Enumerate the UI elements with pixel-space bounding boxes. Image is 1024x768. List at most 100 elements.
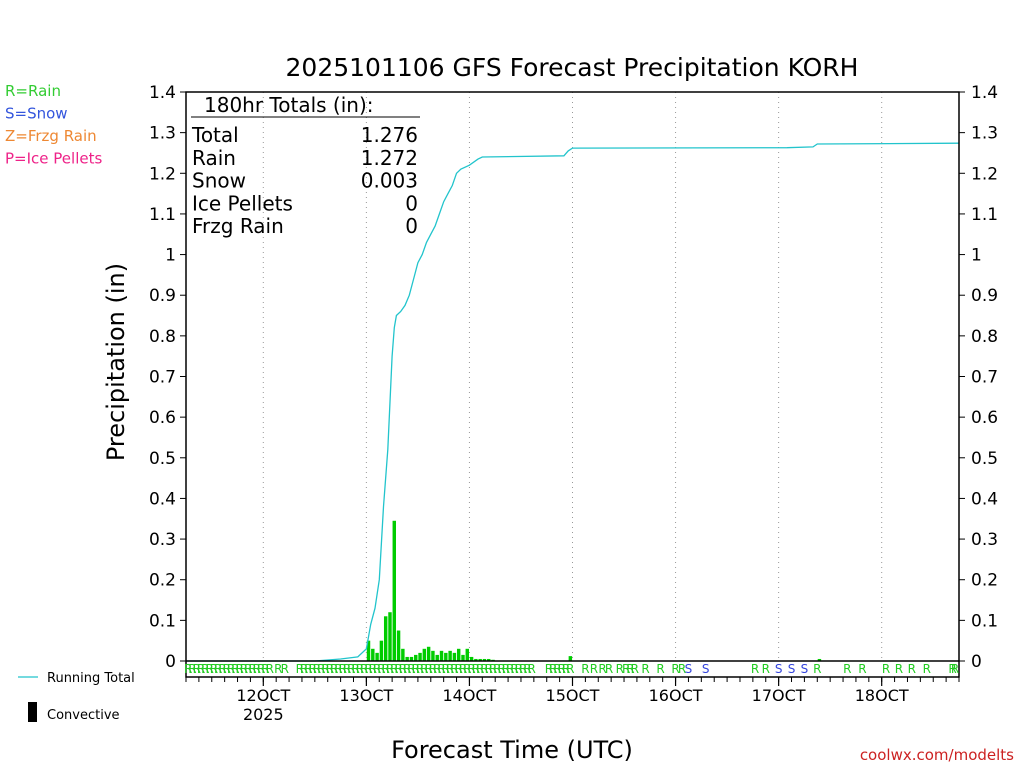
precip-bar-13 [422,648,427,661]
precip-type-93: R [671,662,679,676]
precip-bar-5 [388,612,392,661]
precip-type-71: R [506,662,514,676]
precip-type-79: R [553,662,561,676]
precip-type-95: S [685,662,693,676]
y-tick-label-right-3: 0.3 [971,530,998,550]
precip-bars [366,520,822,661]
precip-type-86: R [605,662,613,676]
precip-bar-2 [375,652,379,661]
precip-type-12: R [236,662,244,676]
precip-type-2: R [193,662,201,676]
y-tick-label-right-6: 0.6 [971,408,998,428]
precip-bar-23 [465,648,470,661]
precip-type-75: R [523,662,531,676]
precip-type-49: R [412,662,420,676]
x-axis-label: Forecast Time (UTC) [391,736,633,764]
precip-type-8: R [218,662,226,676]
precip-type-92: R [656,662,664,676]
totals-value-1: 1.272 [361,146,418,170]
y-tick-label-right-0: 0 [971,652,982,672]
precip-type-56: R [442,662,450,676]
y-tick-label-left-1: 0.1 [149,611,176,631]
precip-type-97: R [751,662,759,676]
precip-type-45: R [394,662,402,676]
y-tick-label-left-14: 1.4 [149,83,176,103]
precip-type-13: R [240,662,248,676]
precip-type-73: R [515,662,523,676]
running-total-line-group [186,142,960,662]
precip-type-106: R [895,662,903,676]
precip-type-90: R [631,662,639,676]
precip-type-38: R [364,662,372,676]
precip-type-0: R [184,662,192,676]
precip-type-20: R [274,662,282,676]
precip-type-31: R [334,662,342,676]
precip-type-100: S [788,662,796,676]
precip-type-28: R [321,662,329,676]
precip-type-18: R [261,662,269,676]
totals-label-2: Snow [192,169,246,193]
precip-type-37: R [360,662,368,676]
precip-type-76: R [528,662,536,676]
precip-type-60: R [459,662,467,676]
precip-bar-16 [435,654,439,661]
y-tick-label-right-5: 0.5 [971,449,998,469]
precip-bar-24 [469,656,474,661]
precip-type-10: R [227,662,235,676]
precip-type-16: R [253,662,261,676]
precip-type-33: R [343,662,351,676]
precip-type-30: R [330,662,338,676]
totals-label-4: Frzg Rain [192,214,284,238]
totals-label-3: Ice Pellets [192,191,293,215]
precip-type-103: R [843,662,851,676]
precip-type-84: R [590,662,598,676]
precip-type-59: R [455,662,463,676]
y-tick-label-right-1: 0.1 [971,611,998,631]
precip-type-legend: R=Rain S=Snow Z=Frzg Rain P=Ice Pellets [5,82,102,168]
precip-bar-18 [444,652,448,661]
credit-text: coolwx.com/modelts [860,746,1014,764]
precip-type-19: R [266,662,274,676]
precip-bar-25 [474,658,478,661]
precip-bar-12 [418,652,422,661]
precip-type-41: R [377,662,385,676]
precip-type-72: R [510,662,518,676]
precip-type-63: R [472,662,480,676]
y-tick-label-left-9: 0.9 [149,286,176,306]
precip-type-85: R [598,662,606,676]
running-total-line [186,142,960,662]
precip-type-104: R [858,662,866,676]
y-tick-label-right-11: 1.1 [971,205,998,225]
precip-bar-9 [405,656,409,661]
precip-type-98: R [762,662,770,676]
chart-title: 2025101106 GFS Forecast Precipitation KO… [286,53,859,82]
y-tick-label-right-2: 0.2 [971,571,998,591]
precip-bar-1 [371,648,375,661]
precip-bar-8 [401,648,405,661]
x-tick-label-6: 18OCT [855,686,909,705]
precip-type-77: R [545,662,553,676]
precip-type-69: R [497,662,505,676]
precip-type-22: R [296,662,304,676]
y-tick-label-left-8: 0.8 [149,327,176,347]
precip-type-108: R [923,662,931,676]
precip-type-39: R [369,662,377,676]
axes [185,91,960,678]
precip-type-109: R [948,662,956,676]
type-legend-item-3: P=Ice Pellets [5,150,102,168]
precip-type-50: R [416,662,424,676]
precip-type-89: R [626,662,634,676]
x-tick-label-2: 14OCT [442,686,496,705]
precip-type-23: R [300,662,308,676]
y-tick-label-right-9: 0.9 [971,286,998,306]
precip-type-34: R [347,662,355,676]
y-tick-label-left-13: 1.3 [149,124,176,144]
precip-type-102: R [813,662,821,676]
convective-legend-label: Convective [47,708,120,723]
y-tick-label-right-13: 1.3 [971,124,998,144]
precip-bar-19 [448,650,452,661]
precip-type-42: R [382,662,390,676]
y-tick-label-left-11: 1.1 [149,205,176,225]
precip-bar-6 [392,520,396,661]
